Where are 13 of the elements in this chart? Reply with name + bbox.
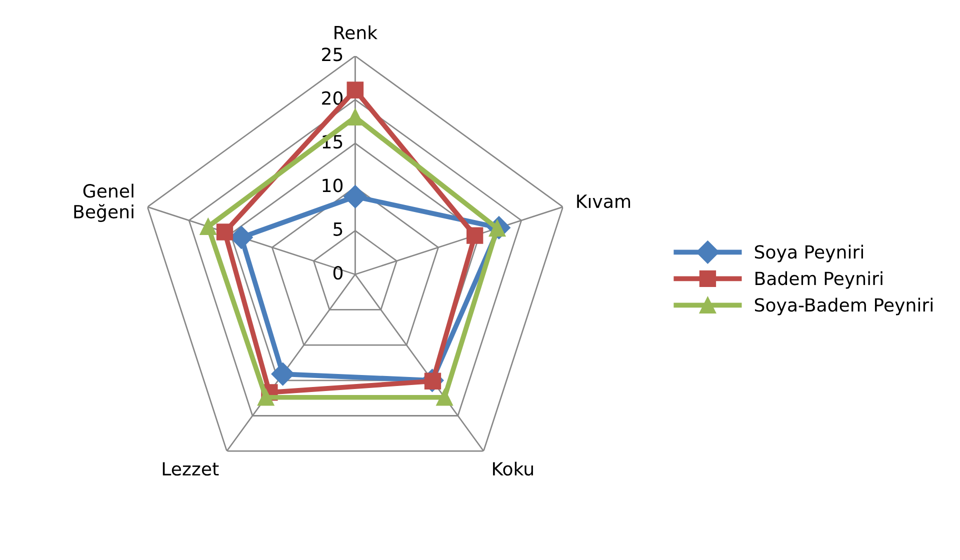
legend-label: Badem Peyniri <box>756 271 882 289</box>
legend-label: Soya-Badem Peyniri <box>754 298 932 316</box>
spoke-label: Genel Beğeni <box>74 184 134 222</box>
y-tick-label: 0 <box>333 266 343 280</box>
y-tick-label: 5 <box>334 222 342 236</box>
spoke-label: Renk <box>334 25 378 40</box>
spoke-label: Lezzet <box>162 462 219 476</box>
y-tick-label: 25 <box>322 48 342 62</box>
y-tick-label: 20 <box>322 91 343 105</box>
y-tick-label: 10 <box>322 178 343 192</box>
spoke-label: Koku <box>493 462 533 476</box>
spoke-label: Kıvam <box>577 194 630 208</box>
legend-label: Soya Peyniri <box>754 244 863 262</box>
